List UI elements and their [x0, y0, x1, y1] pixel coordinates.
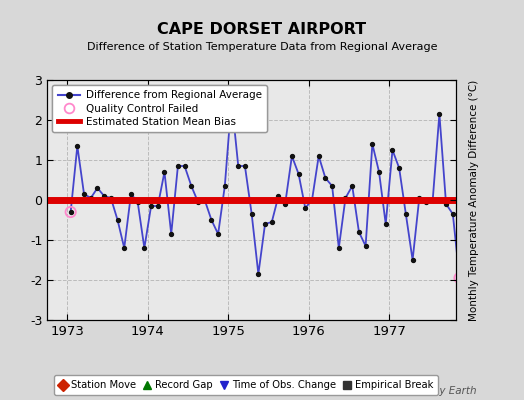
Point	[408, 257, 417, 263]
Point	[422, 199, 430, 205]
Point	[308, 197, 316, 203]
Point	[314, 153, 323, 159]
Legend: Difference from Regional Average, Quality Control Failed, Estimated Station Mean: Difference from Regional Average, Qualit…	[52, 85, 267, 132]
Point	[281, 201, 289, 207]
Text: Berkeley Earth: Berkeley Earth	[400, 386, 477, 396]
Point	[375, 169, 383, 175]
Text: CAPE DORSET AIRPORT: CAPE DORSET AIRPORT	[157, 22, 367, 37]
Point	[321, 175, 330, 181]
Point	[395, 165, 403, 171]
Point	[254, 271, 263, 277]
Point	[100, 193, 108, 199]
Point	[401, 211, 410, 217]
Point	[449, 211, 457, 217]
Point	[201, 197, 209, 203]
Point	[362, 243, 370, 249]
Point	[127, 191, 135, 197]
Point	[288, 153, 296, 159]
Point	[348, 183, 356, 189]
Point	[194, 199, 202, 205]
Point	[134, 199, 142, 205]
Point	[160, 169, 169, 175]
Point	[328, 183, 336, 189]
Point	[221, 183, 229, 189]
Point	[268, 219, 276, 225]
Point	[415, 195, 423, 201]
Point	[241, 163, 249, 169]
Point	[368, 141, 377, 147]
Point	[187, 183, 195, 189]
Point	[167, 231, 176, 237]
Point	[462, 163, 471, 169]
Point	[80, 191, 88, 197]
Point	[381, 221, 390, 227]
Y-axis label: Monthly Temperature Anomaly Difference (°C): Monthly Temperature Anomaly Difference (…	[469, 79, 479, 321]
Point	[429, 197, 437, 203]
Point	[341, 195, 350, 201]
Point	[67, 209, 75, 215]
Point	[234, 163, 243, 169]
Point	[247, 211, 256, 217]
Point	[227, 97, 236, 103]
Point	[435, 111, 444, 117]
Point	[93, 185, 102, 191]
Point	[67, 209, 75, 215]
Point	[113, 217, 122, 223]
Point	[442, 201, 450, 207]
Point	[86, 195, 95, 201]
Point	[140, 245, 148, 251]
Point	[73, 143, 82, 149]
Point	[455, 275, 464, 281]
Point	[147, 203, 155, 209]
Point	[335, 245, 343, 251]
Point	[294, 171, 303, 177]
Point	[301, 205, 310, 211]
Point	[388, 147, 397, 153]
Point	[174, 163, 182, 169]
Point	[214, 231, 222, 237]
Point	[208, 217, 216, 223]
Point	[355, 229, 363, 235]
Point	[120, 245, 128, 251]
Legend: Station Move, Record Gap, Time of Obs. Change, Empirical Break: Station Move, Record Gap, Time of Obs. C…	[54, 375, 439, 395]
Point	[261, 221, 269, 227]
Point	[455, 275, 464, 281]
Point	[462, 163, 471, 169]
Point	[154, 203, 162, 209]
Text: Difference of Station Temperature Data from Regional Average: Difference of Station Temperature Data f…	[87, 42, 437, 52]
Point	[274, 193, 282, 199]
Point	[107, 195, 115, 201]
Point	[180, 163, 189, 169]
